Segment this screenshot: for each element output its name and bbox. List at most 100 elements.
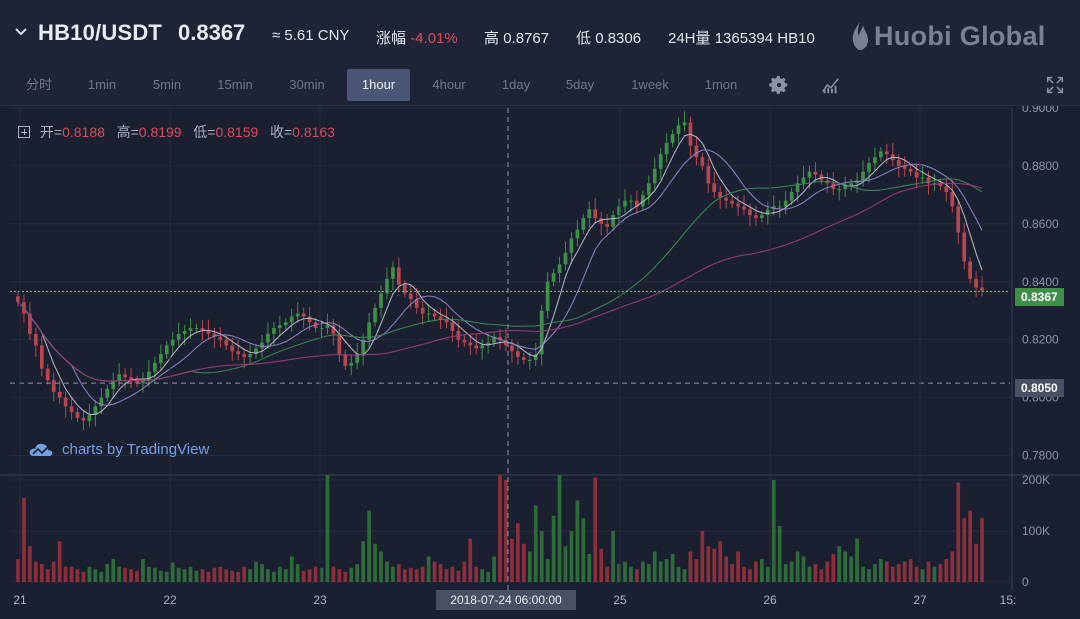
time-tick-label: 23 <box>313 593 327 607</box>
candle-body <box>944 186 949 192</box>
volume-bar <box>742 566 746 582</box>
tab-15min[interactable]: 15min <box>217 77 253 92</box>
volume-bar <box>164 571 169 582</box>
volume-bar <box>563 546 568 582</box>
volume-bar <box>188 566 193 582</box>
price-tick-label: 0.8400 <box>1022 275 1059 289</box>
moving-average-line <box>17 149 983 406</box>
candle-body <box>444 319 449 323</box>
time-tick-label: 25 <box>613 593 627 607</box>
candle-body <box>218 336 223 340</box>
tab-1day[interactable]: 1day <box>501 77 531 92</box>
indicators-icon[interactable] <box>820 74 842 96</box>
candle-body <box>867 163 871 172</box>
candle-body <box>111 380 116 389</box>
volume-bar <box>587 553 592 582</box>
candle-body <box>510 345 514 352</box>
candle-body <box>706 165 711 184</box>
tab-1week[interactable]: 1week <box>631 77 669 92</box>
volume-bar <box>385 561 389 582</box>
candle-body <box>539 310 544 355</box>
tab-5day[interactable]: 5day <box>565 77 595 92</box>
high-stat: 高 0.8767 <box>484 27 549 48</box>
volume-bar <box>635 569 639 582</box>
candle-body <box>712 183 717 192</box>
candle-body <box>545 281 550 311</box>
volume-bar <box>920 569 925 582</box>
candle-body <box>849 183 853 187</box>
volume-bar <box>754 561 758 582</box>
volume-bar <box>153 567 157 582</box>
candle-body <box>45 368 50 381</box>
cloud-icon <box>29 443 53 456</box>
expand-legend-icon[interactable] <box>18 126 30 138</box>
candle-body <box>361 339 365 355</box>
volume-bar <box>694 559 699 582</box>
volume-bar <box>914 566 919 582</box>
tab-4hour[interactable]: 4hour <box>432 77 466 92</box>
volume-bar <box>527 551 532 582</box>
candle-body <box>521 357 526 360</box>
volume-bar <box>22 497 26 582</box>
candle-body <box>16 296 20 303</box>
candle-body <box>182 330 187 334</box>
tab-5min[interactable]: 5min <box>152 77 182 92</box>
chevron-down-icon[interactable] <box>14 24 28 38</box>
volume-bar <box>700 531 705 582</box>
candle-body <box>319 328 324 330</box>
candle-body <box>295 313 300 317</box>
candle-body <box>617 206 621 216</box>
change-stat: 涨幅 -4.01% <box>376 27 458 48</box>
time-tick-label: 22 <box>163 593 177 607</box>
volume-bar <box>129 569 133 582</box>
volume-bar <box>468 538 473 582</box>
candle-body <box>795 183 800 192</box>
cny-price: ≈ 5.61 CNY <box>272 27 350 44</box>
tab-1hour[interactable]: 1hour <box>347 69 410 101</box>
volume-bar <box>397 564 401 582</box>
legend-open: 0.8188 <box>62 124 105 140</box>
candle-body <box>968 261 972 279</box>
market-header: HB10/USDT 0.8367 ≈ 5.61 CNY 涨幅 -4.01% 高 … <box>0 0 1080 66</box>
candle-body <box>28 313 32 334</box>
volume-value: 1365394 HB10 <box>714 30 815 47</box>
candlestick-chart[interactable]: 0.90000.88000.86000.84000.82000.80000.78… <box>0 106 1080 619</box>
volume-bar <box>260 564 264 582</box>
high-value: 0.8767 <box>503 30 550 47</box>
candle-body <box>75 412 80 418</box>
tab-1min[interactable]: 1min <box>87 77 117 92</box>
volume-label: 24H量 <box>668 30 711 47</box>
flame-icon <box>852 22 868 50</box>
candle-body <box>516 351 520 358</box>
volume-bar <box>736 551 740 582</box>
volume-bar <box>605 566 609 582</box>
volume-bar <box>539 531 544 582</box>
candle-body <box>99 397 104 407</box>
gear-icon[interactable] <box>768 74 790 96</box>
candle-body <box>807 171 812 178</box>
volume-bar <box>516 523 520 582</box>
volume-bar <box>724 556 729 582</box>
volume-bar <box>230 570 235 582</box>
volume-bar <box>373 543 377 582</box>
volume-bar <box>266 569 270 582</box>
tradingview-watermark[interactable]: charts by TradingView <box>28 440 209 458</box>
volume-bar <box>611 531 615 582</box>
tab-30min[interactable]: 30min <box>289 77 325 92</box>
trading-pair[interactable]: HB10/USDT <box>38 20 163 45</box>
candle-body <box>438 316 443 320</box>
candle-body <box>789 191 794 201</box>
moving-average-line <box>17 133 983 415</box>
volume-bar <box>420 566 425 582</box>
low-value: 0.8306 <box>595 30 642 47</box>
candle-body <box>307 316 312 323</box>
tab-line[interactable]: 分时 <box>25 77 52 92</box>
tab-1mon[interactable]: 1mon <box>704 77 738 92</box>
low-label: 低 <box>576 30 592 47</box>
candle-body <box>367 322 371 340</box>
volume-bar <box>391 566 395 582</box>
candle-body <box>176 333 181 340</box>
volume-bar <box>319 567 324 582</box>
fullscreen-icon[interactable] <box>1044 74 1066 96</box>
candle-body <box>914 171 919 178</box>
